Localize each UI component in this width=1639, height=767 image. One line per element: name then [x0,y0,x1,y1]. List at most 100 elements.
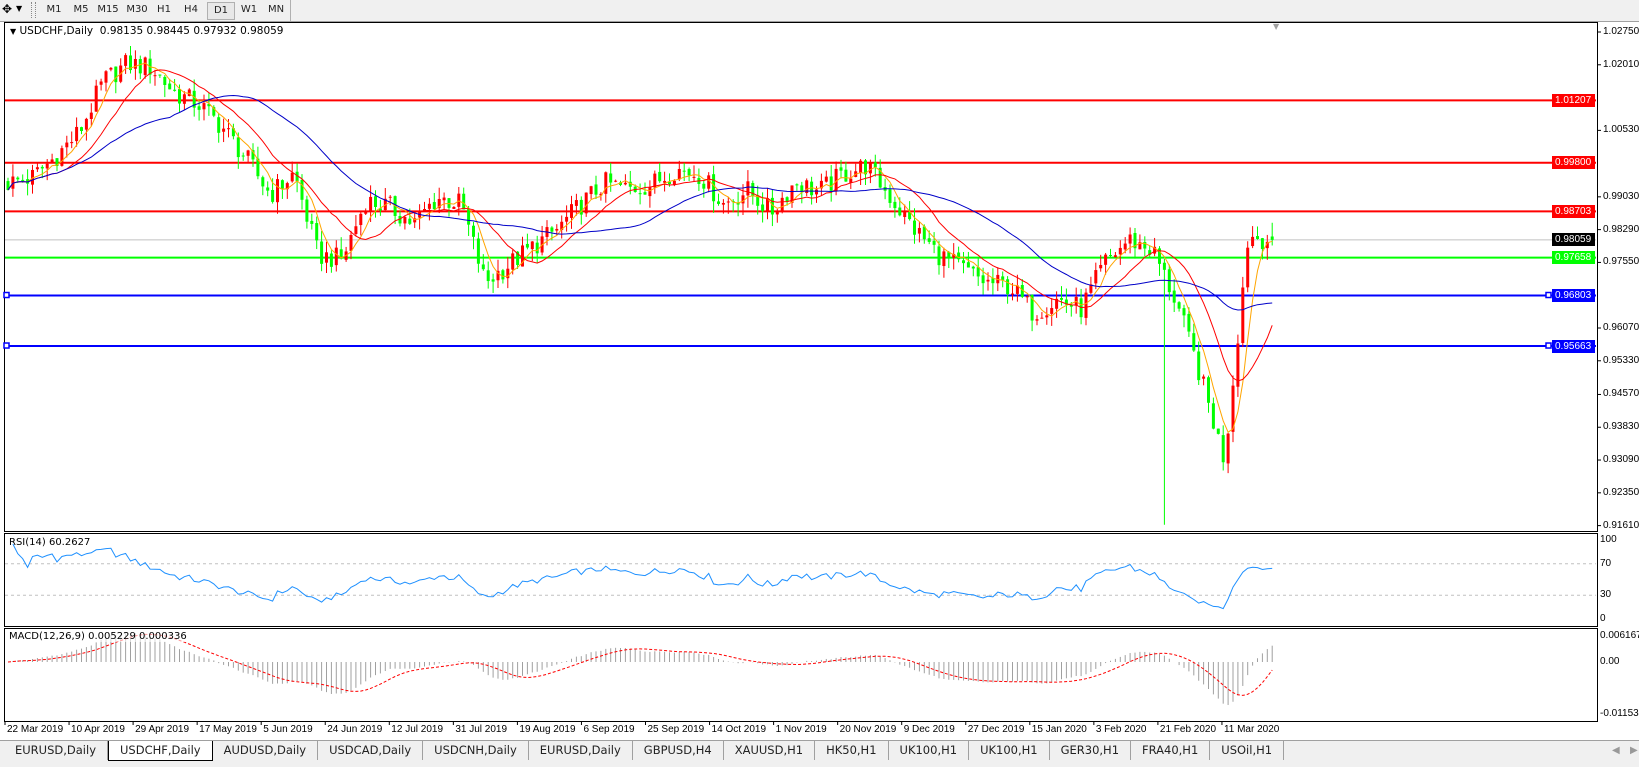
timeframe-button-w1[interactable]: W1 [240,4,258,15]
candle [775,208,779,223]
candle [222,118,226,143]
date-axis-label: 14 Oct 2019 [711,724,767,735]
macd-label: MACD(12,26,9) 0.005229 0.000336 [9,631,187,642]
chart-tab[interactable]: XAUUSD,H1 [723,741,816,760]
chart-tab[interactable]: UK100,H1 [888,741,970,760]
chart-shift-marker-icon[interactable]: ▼ [1273,22,1280,31]
candle [192,79,196,117]
dropdown-arrow-icon[interactable]: ▼ [16,4,23,13]
candle [1148,245,1152,258]
timeframe-button-d1[interactable]: D1 [207,2,235,20]
candle [1187,307,1191,337]
candle [231,123,235,140]
candle [60,145,64,167]
scroll-left-icon[interactable]: ◀ [1612,745,1620,756]
candle [736,191,740,217]
timeframe-button-m15[interactable]: M15 [97,4,119,15]
timeframe-button-m1[interactable]: M1 [46,4,62,15]
candle [658,162,662,183]
chart-tab[interactable]: USDCNH,Daily [423,741,529,760]
candle [1074,287,1078,314]
candle [780,192,784,214]
candle [1192,323,1196,352]
candle [1045,307,1049,325]
candle [535,235,539,263]
collapse-triangle-icon[interactable]: ▼ [10,27,17,36]
level-handle-left[interactable] [3,291,10,299]
crosshair-tool-icon[interactable]: ✥ [2,2,13,16]
chart-title: ▼ USDCHF,Daily 0.98135 0.98445 0.97932 0… [10,25,284,37]
moving-average-5 [7,62,1273,433]
candle [325,241,328,274]
candle [124,53,128,74]
date-axis-label: 31 Jul 2019 [455,724,508,735]
candle [369,185,373,222]
candle [1030,294,1034,332]
candle [1104,252,1108,275]
date-axis-label: 10 Apr 2019 [71,724,125,735]
chart-tab[interactable]: AUDUSD,Daily [212,741,319,760]
candle [839,159,843,179]
level-handle-right[interactable] [1545,342,1552,349]
candle [609,162,613,192]
candle [320,231,324,272]
price-axis-label: 0.98290 [1603,223,1639,235]
chart-tab[interactable]: UK100,H1 [969,741,1050,760]
candle [437,187,441,214]
candle [717,193,720,206]
candle [702,180,706,198]
chart-tab[interactable]: HK50,H1 [815,741,889,760]
candle [94,79,98,112]
toolbar-grip[interactable] [31,2,36,18]
chart-tab[interactable]: FRA40,H1 [1131,741,1211,760]
chart-tab[interactable]: EURUSD,Daily [4,741,108,760]
candle [829,164,833,202]
candle [1197,341,1201,385]
candle [6,177,10,191]
candle [153,69,157,86]
timeframe-button-h1[interactable]: H1 [157,4,171,15]
candle [452,206,456,210]
candle [707,172,711,193]
rsi-axis-label: 100 [1600,534,1617,545]
candle [143,56,147,79]
candle [1143,236,1147,257]
level-price-label: 0.98703 [1552,204,1595,218]
date-axis-label: 11 Mar 2020 [1223,724,1280,735]
date-axis-label: 1 Nov 2019 [775,724,827,735]
chart-tab[interactable]: GBPUSD,H4 [632,741,724,760]
scroll-right-icon[interactable]: ▶ [1630,745,1638,756]
horizontal-levels [3,99,1596,349]
timeframe-button-m5[interactable]: M5 [73,4,89,15]
candle [878,159,882,189]
candle [687,167,691,182]
candle [1241,276,1245,348]
candle [844,161,848,182]
chart-tab[interactable]: USDCAD,Daily [318,741,424,760]
level-handle-left[interactable] [3,342,10,349]
level-handle-right[interactable] [1545,291,1552,299]
candle [888,184,892,208]
rsi-axis-label: 0 [1600,613,1606,624]
date-axis-label: 25 Sep 2019 [647,724,705,735]
candle [246,149,250,163]
chart-tab[interactable]: USOil,H1 [1210,741,1285,760]
chart-tab[interactable]: EURUSD,Daily [528,741,633,760]
candle [45,159,49,181]
candle [266,181,270,197]
timeframe-button-h4[interactable]: H4 [184,4,198,15]
candle [932,232,936,254]
candle [1231,375,1235,443]
price-axis-label: 1.02750 [1603,26,1639,37]
candle [1123,237,1127,254]
chart-tab[interactable]: GER30,H1 [1049,741,1132,760]
candle [1246,241,1250,293]
chart-tab[interactable]: USDCHF,Daily [108,741,213,761]
timeframe-button-m30[interactable]: M30 [126,4,148,15]
rsi-pane[interactable] [4,533,1598,627]
candle [1236,334,1240,397]
price-chart-pane[interactable] [4,22,1598,532]
candle [893,196,897,218]
timeframe-button-mn[interactable]: MN [267,4,285,15]
price-axis-label: 0.95330 [1603,354,1639,366]
